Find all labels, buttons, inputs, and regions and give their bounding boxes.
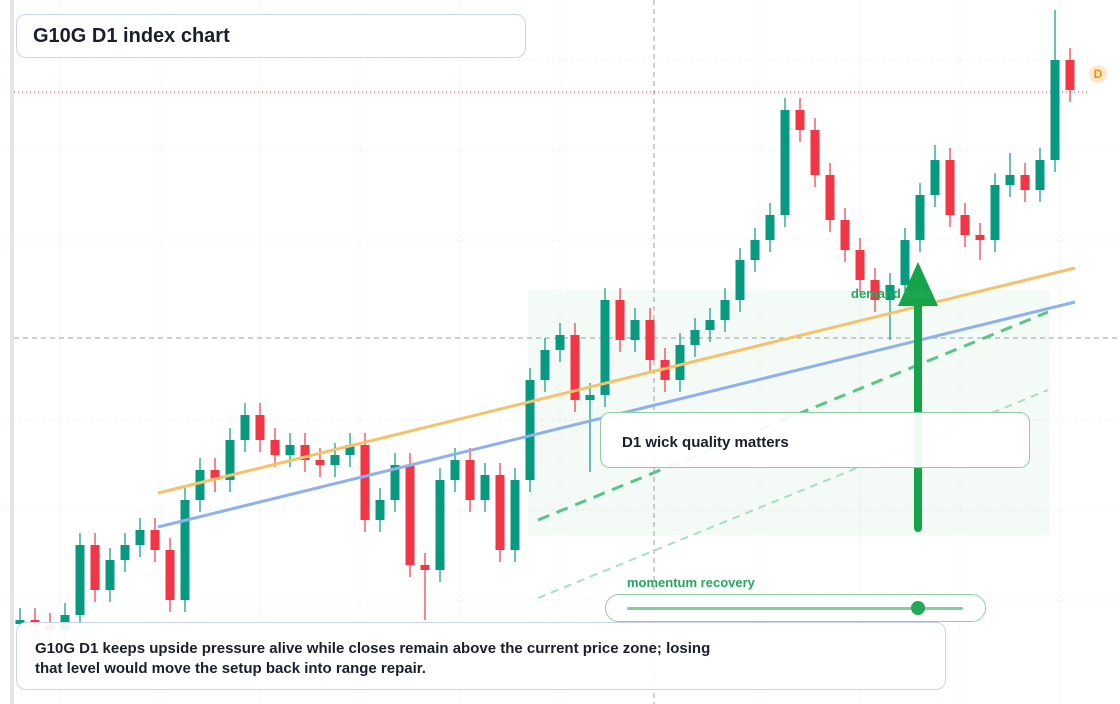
candle-body (510, 480, 520, 550)
candle-body (990, 185, 1000, 240)
title: G10G D1 index chart (33, 25, 230, 47)
candle-body (450, 460, 460, 480)
candle-body (330, 455, 340, 465)
candle-body (975, 235, 985, 240)
badge (1089, 65, 1107, 83)
slider-label: momentum recovery (627, 575, 755, 590)
note-box: G10G D1 keeps upside pressure alive whil… (16, 622, 946, 690)
candle-body (255, 415, 265, 440)
candle-body (960, 215, 970, 235)
candle-body (345, 445, 355, 455)
candle-body (690, 330, 700, 345)
candle-body (825, 175, 835, 220)
candle-body (1050, 60, 1060, 160)
note-text: G10G D1 keeps upside pressure alive whil… (35, 640, 711, 677)
slider[interactable] (605, 594, 986, 622)
dashed-channel (537, 310, 1049, 522)
candle-body (15, 620, 25, 624)
candle-body (420, 565, 430, 570)
candles (15, 10, 1075, 642)
candle-body (165, 550, 175, 600)
callout-text: D1 wick quality matters (622, 434, 789, 451)
candle-body (810, 130, 820, 175)
candle-body (855, 250, 865, 280)
candle-body (555, 335, 565, 350)
candle-body (705, 320, 715, 330)
candle-body (180, 500, 190, 600)
candle-body (270, 440, 280, 455)
candle-body (480, 475, 490, 500)
candle-body (465, 460, 475, 500)
candle-body (90, 545, 100, 590)
candle-body (210, 470, 220, 480)
candle-body (525, 380, 535, 480)
candle-body (240, 415, 250, 440)
candle-body (915, 195, 925, 240)
candle-body (945, 160, 955, 215)
candle-body (435, 480, 445, 570)
left-edge (10, 0, 14, 704)
candle-body (645, 320, 655, 360)
slider-thumb[interactable] (911, 601, 925, 615)
candle-body (375, 500, 385, 520)
slider-track (627, 607, 963, 610)
candle-body (870, 280, 880, 300)
candle-body (105, 560, 115, 590)
candle-body (225, 440, 235, 480)
candle-body (735, 260, 745, 300)
candle-body (615, 300, 625, 340)
candle-body (390, 465, 400, 500)
candle-body (120, 545, 130, 560)
title-box: G10G D1 index chart (16, 14, 526, 58)
candle-body (75, 545, 85, 615)
arrow-head (898, 262, 938, 306)
dashed-channel-lower (537, 389, 1049, 599)
candle-body (195, 470, 205, 500)
candle-body (1065, 60, 1075, 90)
candle-body (720, 300, 730, 320)
candle-body (1005, 175, 1015, 185)
candle-body (600, 300, 610, 395)
candle-body (930, 160, 940, 195)
candle-body (135, 530, 145, 545)
candle-body (795, 110, 805, 130)
candle-body (360, 445, 370, 520)
candle-body (840, 220, 850, 250)
candle-body (900, 240, 910, 285)
callout-box: D1 wick quality matters (600, 412, 1030, 468)
candle-body (540, 350, 550, 380)
candle-body (315, 460, 325, 465)
candle-body (495, 475, 505, 550)
candle-body (1020, 175, 1030, 190)
candle-body (780, 110, 790, 215)
zone-label: demand side (851, 286, 931, 301)
badge-text: D (1094, 67, 1103, 81)
candle-body (150, 530, 160, 550)
candle-body (570, 335, 580, 400)
candle-body (765, 215, 775, 240)
candle-body (300, 445, 310, 460)
candle-body (885, 285, 895, 300)
candle-body (630, 320, 640, 340)
candle-body (285, 445, 295, 455)
candle-body (750, 240, 760, 260)
candle-body (585, 395, 595, 400)
candle-body (1035, 160, 1045, 190)
candle-body (405, 465, 415, 565)
candle-body (675, 345, 685, 380)
